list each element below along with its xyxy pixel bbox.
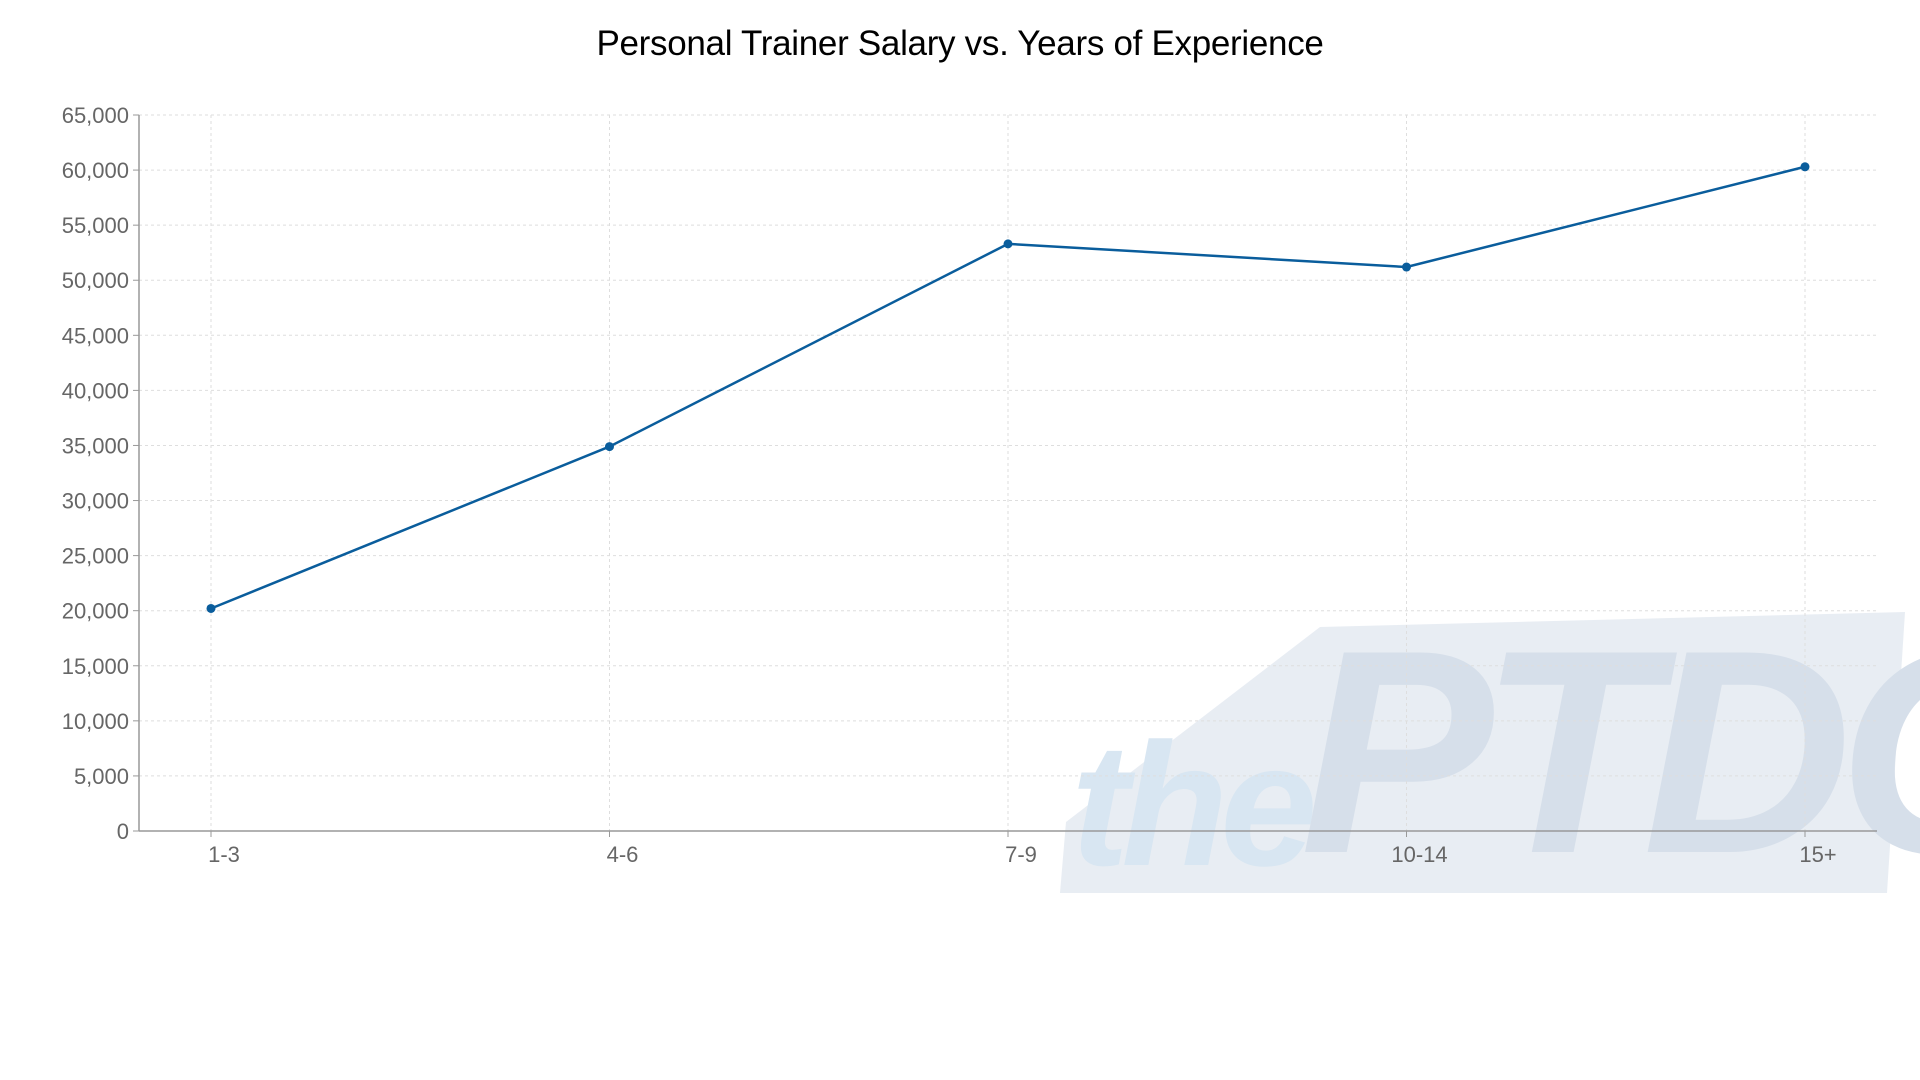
y-tick-label: 40,000 <box>62 378 129 403</box>
y-axis-ticks: 0 5,000 10,000 15,000 20,000 25,000 30,000 35,0… <box>62 103 139 844</box>
chart-title: Personal Trainer Salary vs. Years of Exp… <box>596 24 1324 63</box>
watermark-backdrop <box>1060 612 1905 893</box>
y-tick-label: 20,000 <box>62 599 129 624</box>
y-tick-label: 60,000 <box>62 158 129 183</box>
data-point <box>1003 239 1013 249</box>
watermark-text-the: the <box>1071 708 1313 903</box>
x-axis-ticks: 1-3 4-6 7-9 10-14 15+ <box>208 831 1837 867</box>
x-tick-label: 15+ <box>1799 842 1836 867</box>
y-tick-label: 25,000 <box>62 544 129 569</box>
data-point <box>1402 262 1411 272</box>
y-tick-label: 10,000 <box>62 709 129 734</box>
data-point <box>1800 162 1810 172</box>
y-tick-label: 45,000 <box>62 323 129 348</box>
y-tick-label: 30,000 <box>62 489 129 514</box>
grid <box>139 114 1877 831</box>
y-tick-label: 15,000 <box>62 654 129 679</box>
y-tick-label: 55,000 <box>62 213 129 238</box>
x-tick-label: 10-14 <box>1391 842 1447 867</box>
data-point <box>206 603 216 613</box>
y-tick-label: 35,000 <box>62 433 129 458</box>
x-tick-label: 4-6 <box>607 842 639 867</box>
y-tick-label: 50,000 <box>62 268 129 293</box>
y-tick-label: 5,000 <box>74 764 129 789</box>
x-tick-label: 1-3 <box>208 842 240 867</box>
watermark-logo: thePTDC <box>1060 590 1920 914</box>
x-tick-label: 7-9 <box>1005 842 1037 867</box>
y-tick-label: 0 <box>117 819 129 844</box>
data-point <box>605 442 614 452</box>
y-tick-label: 65,000 <box>62 103 129 128</box>
watermark-text-ptdc: PTDC <box>1300 590 1920 914</box>
series-layer <box>206 162 1810 613</box>
